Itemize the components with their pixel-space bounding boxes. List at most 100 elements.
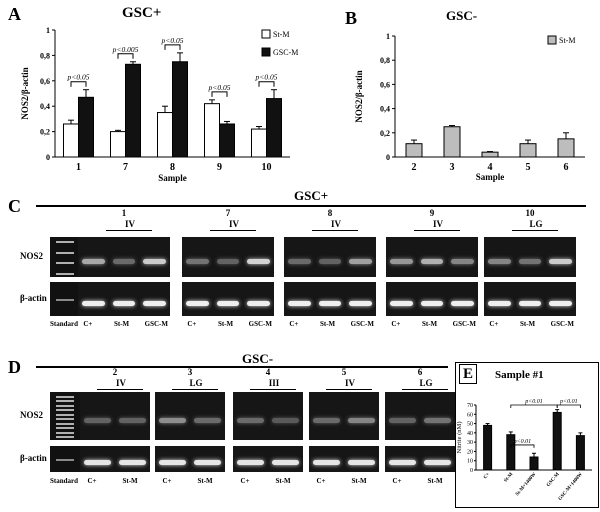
x-axis-label: Sample bbox=[476, 172, 505, 182]
sample-grade: IV bbox=[228, 219, 239, 229]
panel-label-b: B bbox=[345, 8, 358, 28]
lane-label: St-M bbox=[197, 477, 213, 485]
lane-label: C+ bbox=[162, 477, 172, 485]
gel-band bbox=[237, 460, 264, 466]
grade-underline bbox=[97, 389, 143, 390]
gel-band bbox=[389, 418, 416, 424]
sample-grade: IV bbox=[432, 219, 443, 229]
gel-band bbox=[424, 418, 451, 424]
y-tick-label: 1 bbox=[46, 26, 50, 35]
gel-band bbox=[247, 300, 270, 306]
gel-ladder-lane bbox=[50, 282, 80, 316]
gel-band bbox=[82, 300, 105, 306]
sample-grade: IV bbox=[124, 219, 135, 229]
gel-band bbox=[159, 418, 186, 424]
lane-label: C+ bbox=[392, 477, 402, 485]
gel-image bbox=[309, 392, 379, 440]
gel-image bbox=[386, 282, 478, 316]
gel-band bbox=[237, 418, 264, 424]
lane-label: St-M bbox=[275, 477, 291, 485]
gel-band bbox=[272, 460, 299, 466]
lane-label: St-M bbox=[122, 477, 138, 485]
y-tick-label: 0,6 bbox=[40, 77, 50, 86]
x-tick-label: 1 bbox=[76, 162, 81, 173]
gel-band bbox=[518, 259, 542, 264]
gel-band bbox=[390, 300, 413, 306]
row-label-beta-actin: β-actin bbox=[20, 453, 47, 463]
x-tick-label: C+ bbox=[483, 472, 491, 480]
legend-label: St-M bbox=[273, 30, 289, 39]
gel-band bbox=[488, 259, 511, 264]
x-tick-label: 4 bbox=[488, 162, 493, 173]
gel-c-header-line bbox=[36, 205, 586, 207]
y-tick-label: 0,2 bbox=[380, 129, 390, 138]
lane-label: C+ bbox=[489, 320, 499, 328]
sample-number: 3 bbox=[187, 367, 193, 377]
gel-band bbox=[451, 259, 474, 264]
gel-band bbox=[420, 300, 444, 306]
panel-e-frame bbox=[455, 362, 599, 508]
gel-band bbox=[424, 460, 451, 466]
gel-band bbox=[549, 300, 572, 306]
ladder-band bbox=[56, 299, 74, 301]
ladder-band bbox=[56, 427, 74, 430]
gel-band bbox=[143, 259, 166, 264]
sample-grade: IV bbox=[330, 219, 341, 229]
gel-band bbox=[143, 300, 166, 306]
gel-image bbox=[233, 392, 303, 440]
gel-image bbox=[284, 237, 376, 277]
row-label-beta-actin: β-actin bbox=[20, 293, 47, 303]
gel-image bbox=[182, 282, 274, 316]
gel-band bbox=[349, 259, 372, 264]
significance-bracket bbox=[258, 81, 275, 87]
gel-band bbox=[288, 300, 311, 306]
y-tick-label: 0 bbox=[46, 153, 50, 162]
significance-bracket bbox=[117, 53, 134, 59]
gel-band bbox=[112, 259, 136, 264]
x-tick-label: St-M+1400W bbox=[515, 472, 537, 497]
y-axis-label: Nitrite (nM) bbox=[456, 422, 463, 454]
x-tick-label: St-M bbox=[504, 472, 515, 484]
gel-image bbox=[78, 282, 170, 316]
ladder-band bbox=[56, 459, 74, 461]
legend-label: GSC-M bbox=[273, 48, 298, 57]
y-tick-label: 0,4 bbox=[380, 105, 390, 114]
x-tick-label: 2 bbox=[412, 162, 417, 173]
gel-band bbox=[194, 418, 221, 424]
sample-number: 7 bbox=[225, 208, 231, 218]
gel-band bbox=[313, 460, 340, 466]
grade-underline bbox=[512, 230, 558, 231]
ladder-band bbox=[56, 413, 74, 416]
gel-image bbox=[78, 237, 170, 277]
lane-label: St-M bbox=[427, 477, 443, 485]
p-value: p<0.05 bbox=[208, 83, 231, 92]
grade-underline bbox=[250, 389, 296, 390]
gel-band bbox=[272, 418, 299, 424]
ladder-band bbox=[56, 273, 74, 275]
grade-underline bbox=[210, 230, 256, 231]
lane-label: GSC-M bbox=[550, 320, 574, 328]
grade-underline bbox=[172, 389, 218, 390]
lane-label: GSC-M bbox=[144, 320, 168, 328]
lane-label: C+ bbox=[83, 320, 93, 328]
y-tick-label: 0,6 bbox=[380, 80, 390, 89]
panel-label-d: D bbox=[8, 357, 21, 377]
gel-image bbox=[182, 237, 274, 277]
x-tick-label: 7 bbox=[123, 162, 128, 173]
significance-bracket bbox=[211, 91, 228, 97]
lane-label: GSC-M bbox=[350, 320, 374, 328]
sample-number: 5 bbox=[341, 367, 347, 377]
ladder-band bbox=[56, 409, 74, 412]
gel-image bbox=[484, 282, 576, 316]
bar bbox=[529, 456, 539, 471]
y-tick-label: 10 bbox=[467, 459, 473, 465]
sample-number: 4 bbox=[265, 367, 271, 377]
ladder-band bbox=[56, 400, 74, 403]
lane-label-standard: Standard bbox=[50, 477, 79, 485]
panel-label-a: A bbox=[8, 4, 21, 24]
gel-band bbox=[186, 300, 209, 306]
gel-d-header-line bbox=[36, 366, 448, 368]
y-tick-label: 20 bbox=[467, 449, 473, 455]
legend-label: St-M bbox=[559, 36, 575, 45]
